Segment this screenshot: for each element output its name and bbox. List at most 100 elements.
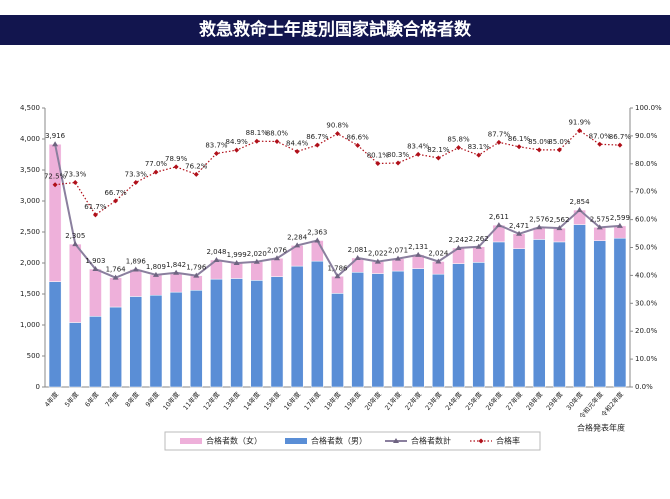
bar-segment [512, 248, 526, 388]
bar-segment [89, 268, 102, 317]
y2-tick-label: 30.0% [635, 299, 658, 307]
bar-segment [189, 290, 203, 388]
data-label: 1,796 [186, 264, 207, 272]
marker [374, 258, 381, 264]
marker [153, 169, 159, 175]
data-label: 2,024 [428, 250, 449, 258]
bar-segment [573, 224, 586, 388]
data-label: 86.6% [347, 133, 370, 141]
marker [556, 225, 563, 231]
x-tick-label: 17年度 [302, 389, 323, 411]
marker [616, 222, 623, 228]
data-label: 87.0% [589, 132, 612, 140]
marker [476, 152, 482, 158]
x-tick-label: 24年度 [443, 389, 464, 411]
bar-segment [230, 262, 243, 279]
data-label: 2,305 [65, 232, 85, 240]
data-label: 2,562 [549, 216, 569, 224]
y-tick-label: 2,500 [20, 228, 40, 236]
marker [92, 212, 98, 218]
data-label: 85.0% [548, 138, 571, 146]
y-tick-label: 3,500 [20, 166, 40, 174]
bar-segment [553, 241, 566, 388]
bar-segment [472, 262, 486, 388]
data-label: 2,048 [206, 248, 226, 256]
data-label: 76.2% [185, 162, 208, 170]
data-label: 2,081 [348, 246, 368, 254]
bar-segment [613, 237, 627, 388]
marker [233, 260, 240, 266]
x-tick-label: 22年度 [403, 389, 424, 411]
bar-segment [149, 294, 163, 388]
x-tick-label: 4年度 [42, 389, 60, 408]
marker [335, 131, 340, 137]
marker [213, 150, 219, 156]
bar-segment [311, 240, 324, 262]
bar-segment [351, 257, 364, 273]
x-tick-label: 30年度 [564, 389, 585, 411]
bar-segment [371, 273, 385, 388]
data-label: 87.7% [488, 130, 511, 138]
marker [72, 241, 79, 247]
x-tick-label: 25年度 [463, 389, 484, 411]
data-label: 82.1% [427, 146, 450, 154]
x-tick-label: 7年度 [103, 389, 121, 408]
marker [173, 269, 180, 275]
bar-segment [452, 263, 465, 388]
marker [375, 161, 381, 167]
x-axis-label: 合格発表年度 [577, 423, 625, 433]
data-label: 91.9% [568, 119, 591, 127]
bar-segment [109, 306, 122, 388]
marker [496, 139, 502, 145]
y2-tick-label: 70.0% [635, 188, 658, 196]
data-label: 73.3% [125, 170, 148, 178]
marker [132, 266, 139, 272]
data-label: 2,020 [247, 250, 267, 258]
y2-tick-label: 10.0% [635, 355, 658, 363]
y2-tick-label: 80.0% [635, 160, 658, 168]
data-label: 73.3% [64, 170, 87, 178]
data-label: 2,242 [449, 236, 469, 244]
bar-segment [210, 278, 223, 388]
marker [274, 138, 280, 144]
legend-label: 合格者数計 [411, 436, 451, 446]
bar-segment [109, 277, 122, 308]
y-tick-label: 3,000 [20, 197, 40, 205]
marker [516, 230, 523, 236]
bar-segment [169, 291, 183, 388]
bar-segment [89, 316, 102, 388]
marker [294, 149, 300, 155]
data-label: 2,071 [388, 247, 408, 255]
marker [253, 258, 260, 264]
marker [536, 147, 542, 153]
data-label: 72.5% [44, 173, 67, 181]
data-label: 1,764 [106, 266, 127, 274]
marker [577, 128, 583, 134]
data-label: 84.9% [226, 138, 249, 146]
data-label: 61.7% [84, 203, 107, 211]
data-label: 86.7% [306, 133, 329, 141]
marker [273, 255, 280, 261]
data-label: 85.8% [447, 136, 470, 144]
marker [133, 179, 139, 185]
data-label: 80.3% [387, 151, 410, 159]
x-tick-label: 13年度 [221, 389, 242, 411]
marker [435, 258, 442, 264]
bar-segment [270, 276, 284, 388]
marker [415, 251, 422, 257]
chart-title: 救急救命士年度別国家試験合格者数 [199, 19, 472, 40]
bar-segment [553, 227, 566, 243]
data-label: 84.4% [286, 140, 309, 148]
bar-segment [169, 272, 183, 293]
marker [213, 257, 220, 263]
x-tick-label: 21年度 [383, 389, 404, 411]
x-tick-label: 12年度 [201, 389, 222, 411]
marker [52, 141, 59, 147]
data-label: 78.9% [165, 155, 188, 163]
marker [354, 254, 361, 260]
bar-segment [68, 243, 82, 323]
bar-segment [492, 241, 506, 388]
marker [415, 151, 421, 157]
data-label: 2,076 [267, 246, 288, 254]
marker [193, 272, 200, 278]
